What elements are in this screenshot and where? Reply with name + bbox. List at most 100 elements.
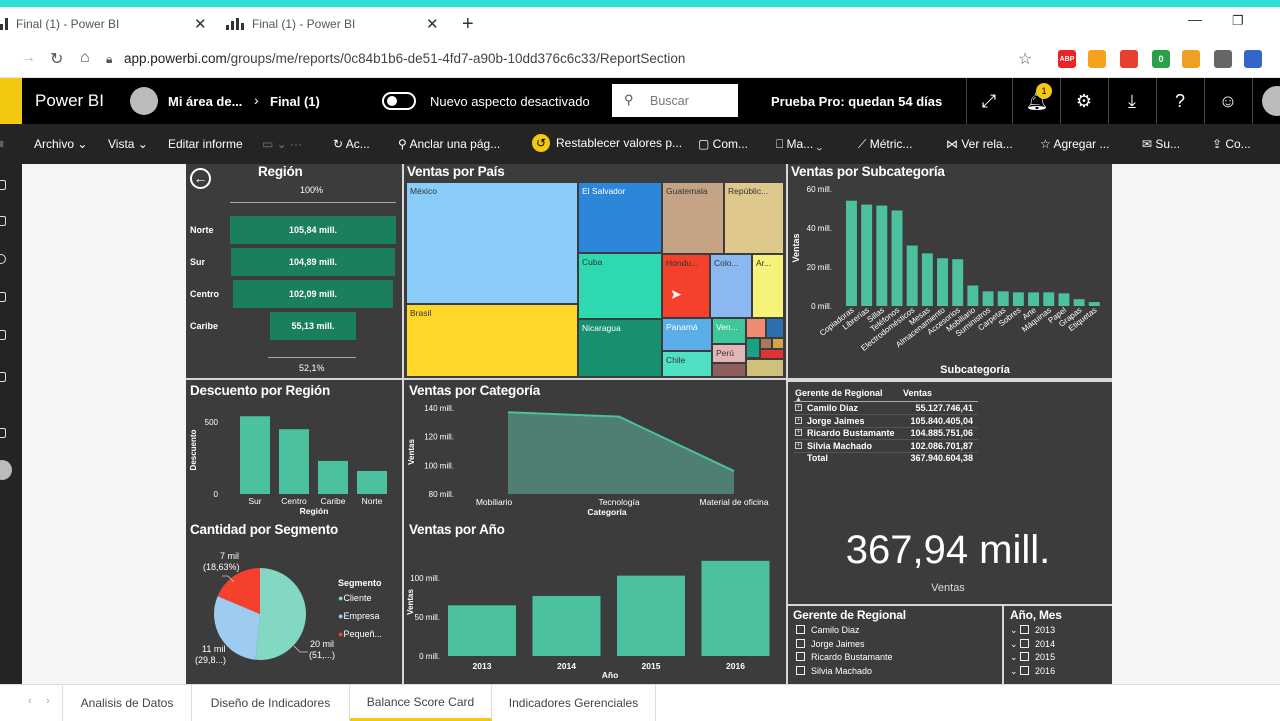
subcat-bar[interactable] [1088, 302, 1100, 306]
treemap-small-tile[interactable] [713, 364, 745, 376]
treemap-small-tile[interactable] [773, 339, 783, 348]
anio-panel[interactable]: Ventas por Año 100 mill. 50 mill. 0 mill. V… [404, 518, 786, 684]
comments-button[interactable]: ▢ Com... [698, 137, 749, 151]
expand-row-icon[interactable]: + [795, 416, 802, 424]
avatar[interactable] [130, 87, 158, 115]
subcat-bar[interactable] [861, 204, 873, 306]
page-tab-indicadores[interactable]: Indicadores Gerenciales [492, 685, 656, 721]
subcat-panel[interactable]: Ventas por Subcategoría 60 mill. 40 mill.… [788, 164, 1112, 378]
pin-page-button[interactable]: ⚲ Anclar una pág... [398, 137, 501, 151]
treemap-venezuela[interactable]: Ven... [713, 319, 745, 343]
share-button[interactable]: ⇪ Co... [1212, 137, 1251, 151]
categoria-area[interactable] [508, 412, 734, 494]
table-cell-gerente[interactable]: Silvia Machado [807, 440, 873, 451]
home-icon[interactable]: ⌂ [80, 49, 90, 66]
treemap-small-tile[interactable] [747, 319, 765, 337]
checkbox[interactable] [1020, 638, 1030, 648]
pie-slice[interactable] [255, 568, 307, 660]
subcat-bar[interactable] [876, 205, 888, 306]
treemap-chile[interactable]: Chile [663, 352, 711, 376]
subcat-bar[interactable] [891, 210, 903, 306]
treemap-cuba[interactable]: Cuba [579, 254, 661, 318]
music-extension-icon[interactable] [1244, 50, 1262, 68]
region-panel[interactable]: ← Región 100% Norte 105,84 mill. Sur 104,89… [186, 164, 402, 378]
treemap-republica[interactable]: Repúblic... [725, 183, 783, 253]
anio-bar[interactable] [532, 595, 601, 656]
table-cell-gerente[interactable]: Jorge Jaimes [807, 415, 865, 426]
treemap-small-tile[interactable] [747, 360, 783, 376]
slicer-gerente-item[interactable]: Silvia Machado [796, 665, 872, 676]
expand-icon[interactable]: ⤢ [981, 90, 997, 111]
legend-item-cliente[interactable]: ●Cliente [338, 593, 372, 603]
menu-archivo[interactable]: Archivo ⌄ [34, 137, 88, 151]
treemap-el-salvador[interactable]: El Salvador [579, 183, 661, 252]
trial-status[interactable]: Prueba Pro: quedan 54 días [771, 94, 943, 109]
menu-vista[interactable]: Vista ⌄ [108, 137, 148, 151]
treemap-mexico[interactable]: México [407, 183, 577, 303]
pie-slice[interactable] [217, 568, 260, 614]
subcat-bar[interactable] [952, 259, 964, 306]
treemap-panama[interactable]: Panamá [663, 319, 711, 350]
legend-item-empresa[interactable]: ●Empresa [338, 611, 380, 621]
anio-bar[interactable] [448, 605, 516, 656]
treemap-colombia[interactable]: Colo... [711, 255, 751, 317]
report-name[interactable]: Final (1) [270, 94, 320, 109]
gerente-table-panel[interactable]: Gerente de Regional Ventas ▲ + Camilo Dia… [788, 382, 1112, 518]
shopping-extension-icon[interactable] [1088, 50, 1106, 68]
browser-tab-2[interactable]: Final (1) - Power BI ✕ [226, 7, 446, 41]
legend-item-pequena[interactable]: ●Pequeñ... [338, 629, 382, 639]
subcat-bar[interactable] [921, 253, 933, 306]
subcat-bar[interactable] [982, 291, 994, 306]
pais-treemap-panel[interactable]: Ventas por País México Brasil El Salvado… [404, 164, 786, 378]
url-field[interactable]: app.powerbi.com/groups/me/reports/0c84b1… [124, 51, 686, 66]
slicer-anio-item[interactable]: ⌄ 2013 [1010, 625, 1055, 636]
search-input[interactable]: ⚲ Buscar [612, 84, 738, 117]
bookmarks-button[interactable]: ⎕ Ma... ⌄ [776, 137, 823, 151]
slicer-anio-item[interactable]: ⌄ 2014 [1010, 638, 1055, 650]
checkbox[interactable] [796, 625, 805, 634]
treemap-brasil[interactable]: Brasil [407, 305, 577, 376]
close-tab-icon[interactable]: ✕ [426, 16, 439, 33]
table-col-gerente[interactable]: Gerente de Regional [795, 388, 883, 398]
minimize-icon[interactable]: — [1188, 11, 1202, 27]
checkbox[interactable] [796, 638, 805, 648]
key-extension-icon[interactable] [1182, 50, 1200, 68]
slicer-anio-item[interactable]: ⌄ 2016 [1010, 665, 1055, 677]
subcat-bar[interactable] [1058, 293, 1070, 306]
slicer-gerente-item[interactable]: Ricardo Bustamante [796, 652, 893, 662]
table-cell-gerente[interactable]: Ricardo Bustamante [807, 428, 895, 438]
subcat-bar[interactable] [1073, 299, 1085, 306]
close-tab-icon[interactable]: ✕ [194, 16, 207, 33]
subcat-bar[interactable] [1028, 292, 1040, 306]
workspaces-nav-icon[interactable] [0, 428, 6, 438]
region-bar[interactable]: 55,13 mill. [269, 312, 357, 340]
subcat-bar[interactable] [906, 245, 918, 306]
prev-page-icon[interactable]: ‹ [28, 695, 32, 707]
pie-slice[interactable] [214, 596, 260, 660]
treemap-small-tile[interactable] [767, 319, 783, 337]
hamburger-icon[interactable]: ≡ [0, 137, 5, 151]
subcat-bar[interactable] [937, 258, 948, 306]
anio-bar[interactable] [701, 560, 770, 656]
edit-report-button[interactable]: Editar informe [168, 137, 243, 151]
user-avatar[interactable] [1262, 86, 1280, 116]
bookmark-star-icon[interactable]: ☆ [1018, 51, 1033, 68]
adblock-extension-icon[interactable]: ABP [1058, 50, 1076, 68]
reload-icon[interactable]: ↻ [50, 51, 64, 68]
expand-row-icon[interactable]: + [795, 404, 802, 411]
recent-nav-icon[interactable] [0, 254, 6, 264]
chevron-down-icon[interactable]: ⌄ [1010, 638, 1021, 649]
chevron-down-icon[interactable]: ⌄ [1010, 625, 1021, 635]
gear-icon[interactable]: ⚙ [1075, 90, 1093, 111]
subcat-bar[interactable] [846, 200, 857, 306]
segmento-panel[interactable]: Cantidad por Segmento 7 mil (18,63%) 11 … [186, 518, 402, 684]
pdf-extension-icon[interactable] [1120, 50, 1138, 68]
shield-extension-icon[interactable]: 0 [1152, 50, 1170, 68]
gerente-slicer[interactable]: Gerente de Regional Camilo Diaz Jorge Jai… [788, 606, 1002, 684]
table-cell-gerente[interactable]: Camilo Diaz [807, 403, 859, 413]
related-button[interactable]: ⋈ Ver rela... [946, 137, 1013, 151]
my-workspace-icon[interactable] [0, 460, 12, 480]
descuento-panel[interactable]: Descuento por Región 500 0 Descuento Sur Cen… [186, 380, 402, 518]
metrics-button[interactable]: ⟋ Métric... [858, 137, 913, 151]
slicer-anio-item[interactable]: ⌄ 2015 [1010, 652, 1055, 663]
